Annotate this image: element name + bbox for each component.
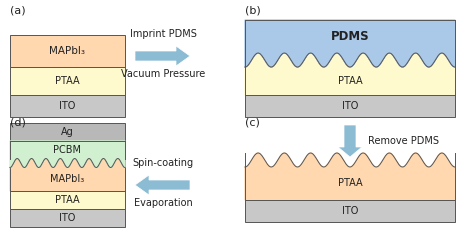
Text: PTAA: PTAA bbox=[55, 195, 80, 205]
Text: PDMS: PDMS bbox=[331, 30, 369, 43]
Bar bbox=[245, 200, 455, 222]
Polygon shape bbox=[245, 153, 455, 200]
Text: Remove PDMS: Remove PDMS bbox=[368, 136, 439, 146]
Text: Ag: Ag bbox=[61, 127, 74, 137]
FancyArrow shape bbox=[135, 175, 190, 195]
Text: MAPbI₃: MAPbI₃ bbox=[50, 174, 85, 184]
FancyArrow shape bbox=[338, 125, 362, 157]
Polygon shape bbox=[245, 53, 455, 95]
FancyArrow shape bbox=[135, 46, 190, 66]
Text: Evaporation: Evaporation bbox=[134, 198, 192, 208]
Text: PCBM: PCBM bbox=[54, 145, 82, 155]
Polygon shape bbox=[245, 20, 455, 67]
Text: Spin-coating: Spin-coating bbox=[132, 158, 193, 168]
Bar bbox=[10, 35, 125, 67]
Bar bbox=[10, 95, 125, 117]
Bar bbox=[10, 209, 125, 227]
Text: (d): (d) bbox=[10, 117, 26, 127]
Bar bbox=[10, 191, 125, 209]
Bar bbox=[10, 123, 125, 141]
Text: (a): (a) bbox=[10, 5, 26, 15]
Polygon shape bbox=[10, 159, 125, 191]
Text: PTAA: PTAA bbox=[337, 76, 362, 86]
Text: (b): (b) bbox=[245, 5, 261, 15]
Text: Imprint PDMS: Imprint PDMS bbox=[129, 29, 196, 39]
Text: ITO: ITO bbox=[342, 101, 358, 111]
Text: Vacuum Pressure: Vacuum Pressure bbox=[121, 69, 205, 79]
Text: MAPbI₃: MAPbI₃ bbox=[49, 46, 85, 56]
Bar bbox=[10, 67, 125, 95]
Polygon shape bbox=[10, 141, 125, 168]
Text: (c): (c) bbox=[245, 117, 260, 127]
Text: ITO: ITO bbox=[59, 213, 76, 223]
Text: ITO: ITO bbox=[59, 101, 76, 111]
Text: PTAA: PTAA bbox=[55, 76, 80, 86]
Bar bbox=[245, 95, 455, 117]
Text: ITO: ITO bbox=[342, 206, 358, 216]
Text: PTAA: PTAA bbox=[337, 178, 362, 188]
